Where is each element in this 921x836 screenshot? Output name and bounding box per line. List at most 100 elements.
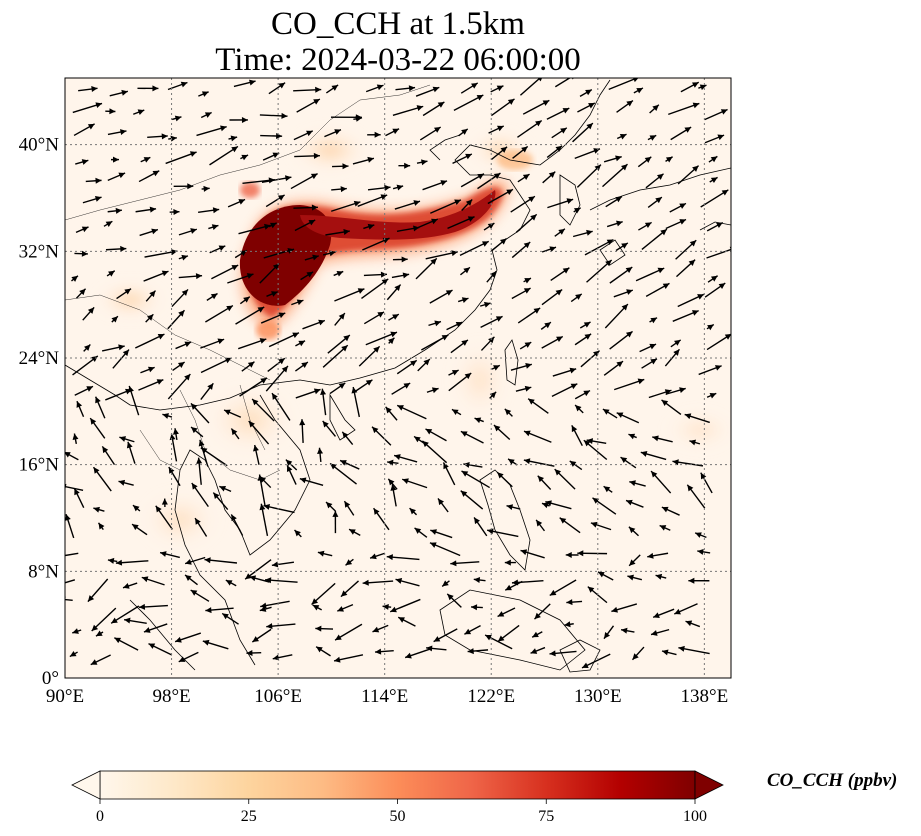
wind-arrow bbox=[260, 600, 290, 609]
wind-arrow bbox=[611, 603, 638, 613]
wind-arrow bbox=[483, 222, 495, 231]
wind-arrow bbox=[647, 134, 657, 141]
wind-arrow bbox=[241, 361, 255, 372]
wind-arrow bbox=[89, 417, 106, 439]
wind-arrow bbox=[239, 296, 251, 305]
lon-tick-label: 106°E bbox=[254, 686, 302, 707]
wind-arrow bbox=[650, 470, 672, 494]
wind-arrow bbox=[574, 404, 584, 414]
wind-arrow bbox=[564, 621, 574, 628]
wind-arrow bbox=[603, 485, 613, 493]
wind-arrow bbox=[105, 245, 127, 252]
wind-arrow bbox=[497, 624, 520, 643]
wind-arrow bbox=[706, 221, 724, 232]
wind-arrow bbox=[700, 472, 713, 494]
wind-arrow bbox=[132, 504, 141, 512]
wind-arrow bbox=[353, 379, 373, 393]
wind-arrow bbox=[460, 173, 485, 188]
lon-tick-label: 138°E bbox=[681, 686, 729, 707]
wind-arrow bbox=[550, 267, 570, 281]
wind-arrow bbox=[430, 529, 453, 539]
wind-arrow bbox=[629, 480, 646, 487]
wind-arrow bbox=[655, 573, 667, 580]
wind-arrow bbox=[506, 504, 521, 511]
wind-arrow bbox=[579, 321, 591, 329]
wind-arrow bbox=[211, 264, 239, 280]
wind-arrow bbox=[249, 575, 270, 583]
wind-arrow bbox=[137, 85, 159, 92]
wind-arrow bbox=[433, 628, 458, 643]
wind-arrow bbox=[586, 438, 607, 445]
wind-arrow bbox=[672, 309, 699, 322]
wind-arrow bbox=[698, 365, 722, 376]
wind-arrow bbox=[496, 471, 513, 488]
wind-arrow bbox=[107, 172, 126, 181]
wind-arrow bbox=[603, 155, 622, 163]
wind-arrow bbox=[386, 284, 402, 301]
wind-arrow bbox=[65, 514, 75, 539]
wind-arrow bbox=[358, 345, 381, 367]
colorbar-label: CO_CCH (ppbv) bbox=[767, 770, 898, 791]
wind-arrow bbox=[552, 367, 577, 377]
wind-arrow bbox=[271, 561, 295, 568]
wind-arrow bbox=[387, 459, 399, 466]
wind-arrow bbox=[661, 399, 682, 416]
wind-arrow bbox=[209, 145, 239, 166]
wind-arrow bbox=[517, 119, 543, 138]
wind-arrow bbox=[312, 604, 323, 611]
wind-arrow bbox=[641, 228, 668, 251]
wind-arrow bbox=[293, 204, 318, 211]
wind-arrow bbox=[613, 289, 634, 298]
wind-arrow bbox=[112, 349, 130, 369]
wind-arrow bbox=[73, 123, 95, 137]
wind-arrow bbox=[76, 400, 85, 417]
wind-arrow bbox=[668, 102, 700, 116]
wind-arrow bbox=[294, 219, 316, 232]
wind-arrow bbox=[467, 648, 489, 655]
wind-arrow bbox=[333, 270, 344, 277]
wind-arrow bbox=[87, 578, 109, 603]
wind-arrow bbox=[198, 91, 209, 97]
wind-arrow bbox=[126, 441, 136, 464]
wind-arrow bbox=[422, 101, 445, 117]
wind-arrow bbox=[343, 500, 355, 516]
wind-arrow bbox=[315, 625, 334, 632]
wind-arrow bbox=[479, 301, 491, 308]
wind-arrow bbox=[542, 171, 556, 184]
wind-arrow bbox=[491, 98, 515, 117]
wind-arrow bbox=[385, 128, 400, 137]
wind-arrow bbox=[652, 435, 673, 443]
wind-arrow bbox=[517, 307, 541, 324]
wind-arrow bbox=[429, 289, 453, 304]
wind-arrow bbox=[519, 78, 543, 96]
map-subtitle-time: Time: 2024-03-22 06:00:00 bbox=[215, 42, 581, 78]
wind-arrow bbox=[268, 332, 300, 348]
wind-arrow bbox=[233, 79, 256, 88]
wind-arrow bbox=[119, 436, 135, 443]
wind-arrow bbox=[473, 577, 486, 583]
wind-arrow bbox=[200, 338, 225, 349]
wind-arrow bbox=[147, 133, 168, 140]
wind-arrow bbox=[523, 277, 532, 284]
wind-arrow bbox=[461, 198, 473, 211]
wind-arrow bbox=[512, 145, 529, 159]
wind-arrow bbox=[527, 398, 549, 414]
wind-arrow bbox=[175, 341, 192, 350]
wind-arrow bbox=[491, 146, 508, 161]
colorbar-tick-label: 0 bbox=[96, 808, 104, 825]
wind-arrow bbox=[69, 650, 78, 658]
wind-arrow bbox=[458, 128, 469, 137]
wind-arrow bbox=[138, 603, 168, 610]
wind-arrow bbox=[168, 135, 177, 142]
wind-arrow bbox=[369, 552, 386, 560]
colorbar-tick-label: 50 bbox=[390, 808, 406, 825]
wind-arrow bbox=[225, 579, 237, 587]
wind-arrow bbox=[138, 170, 160, 183]
wind-arrow bbox=[363, 311, 385, 325]
wind-arrow bbox=[267, 357, 286, 372]
wind-arrow bbox=[118, 479, 134, 486]
wind-arrow bbox=[300, 271, 314, 281]
wind-arrow bbox=[139, 228, 159, 237]
wind-arrow bbox=[704, 282, 726, 298]
wind-arrow bbox=[244, 559, 272, 580]
